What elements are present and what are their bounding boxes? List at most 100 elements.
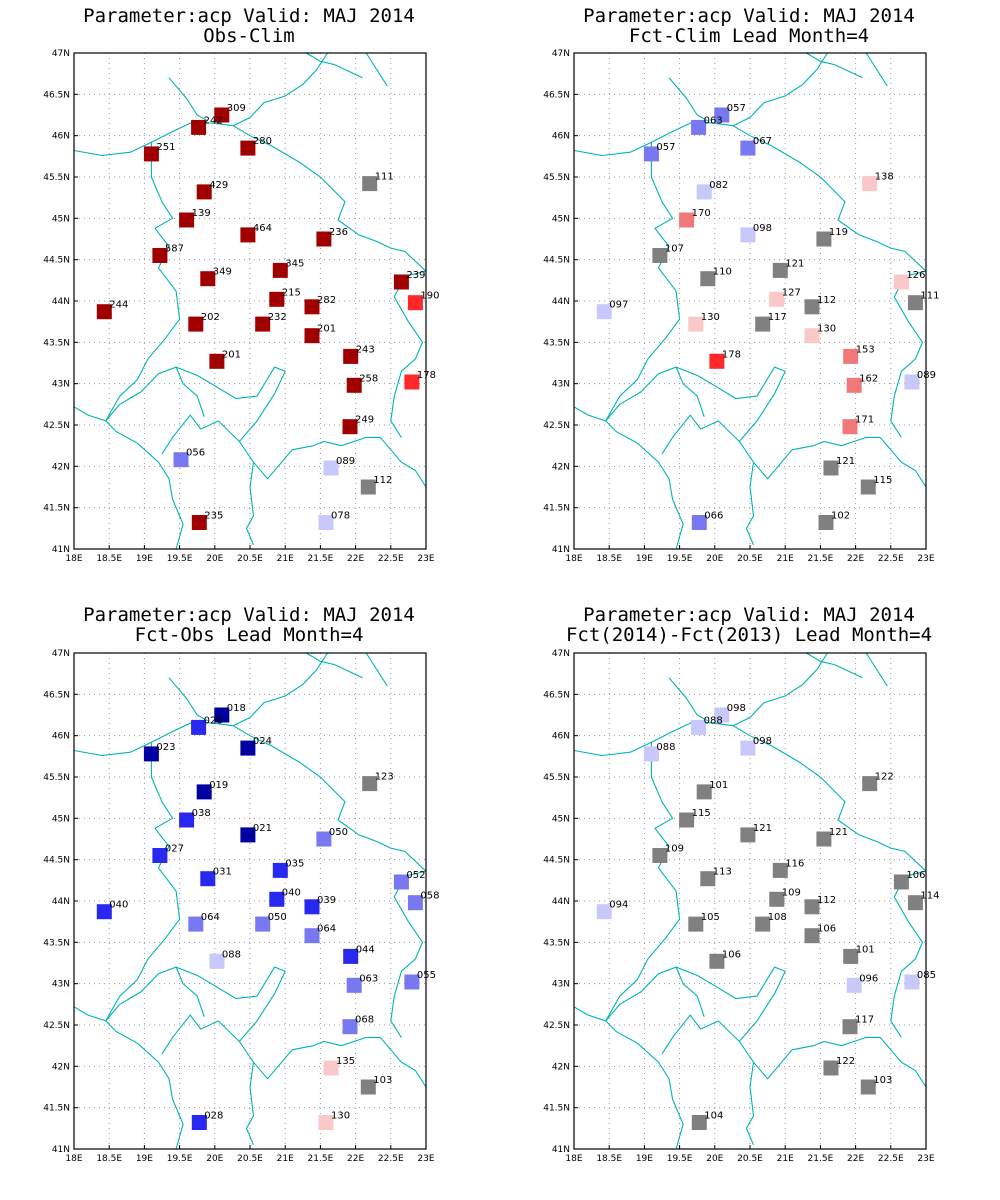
y-tick-label: 42N bbox=[52, 462, 70, 472]
station-value-label: 107 bbox=[665, 244, 684, 255]
y-tick-label: 41.5N bbox=[43, 504, 70, 514]
station-value-label: 123 bbox=[375, 772, 394, 783]
x-tick-label: 21.5E bbox=[308, 1154, 334, 1164]
border-line bbox=[865, 52, 888, 87]
station-marker bbox=[679, 212, 695, 228]
x-tick-label: 19.5E bbox=[167, 1154, 193, 1164]
station-marker bbox=[700, 271, 716, 287]
panel-subtitle: Fct-Clim Lead Month=4 bbox=[629, 25, 869, 47]
x-tick-label: 22E bbox=[847, 554, 864, 564]
y-tick-label: 46N bbox=[52, 732, 70, 742]
station-value-label: 097 bbox=[609, 300, 628, 311]
border-line bbox=[732, 652, 828, 727]
station-marker bbox=[652, 848, 668, 863]
station-value-label: 026 bbox=[204, 715, 223, 726]
y-tick-label: 45N bbox=[52, 814, 70, 824]
station-marker bbox=[173, 452, 189, 468]
y-tick-label: 44.5N bbox=[543, 256, 570, 266]
station-marker bbox=[691, 719, 707, 735]
border-line bbox=[806, 52, 863, 79]
y-tick-label: 47N bbox=[552, 649, 570, 659]
y-tick-label: 43N bbox=[552, 980, 570, 990]
station-marker bbox=[740, 827, 756, 843]
y-tick-label: 42N bbox=[52, 1062, 70, 1072]
panel-fct-obs: Parameter:acp Valid: MAJ 2014 Fct-Obs Le… bbox=[43, 604, 439, 1164]
station-value-label: 088 bbox=[656, 742, 675, 753]
panel-fct-clim: Parameter:acp Valid: MAJ 2014 Fct-Clim L… bbox=[543, 5, 939, 564]
station-marker bbox=[643, 146, 659, 162]
station-value-label: 190 bbox=[420, 291, 439, 302]
station-value-label: 236 bbox=[329, 227, 348, 238]
panel-title: Parameter:acp Valid: MAJ 2014 bbox=[83, 5, 415, 27]
station-value-label: 052 bbox=[406, 870, 425, 881]
station-marker bbox=[804, 928, 820, 944]
station-value-label: 050 bbox=[329, 827, 348, 838]
station-value-label: 215 bbox=[282, 287, 301, 298]
y-tick-label: 43N bbox=[52, 980, 70, 990]
x-tick-label: 18.5E bbox=[96, 1154, 122, 1164]
station-value-label: 115 bbox=[873, 475, 892, 486]
y-tick-label: 46N bbox=[52, 132, 70, 142]
station-marker bbox=[404, 974, 420, 990]
border-line bbox=[806, 652, 863, 679]
station-marker bbox=[691, 515, 707, 530]
station-marker bbox=[846, 977, 862, 993]
station-value-label: 122 bbox=[875, 772, 894, 783]
station-value-label: 096 bbox=[859, 973, 878, 984]
border-line bbox=[865, 652, 888, 687]
station-value-label: 109 bbox=[665, 844, 684, 855]
x-tick-label: 22E bbox=[347, 554, 364, 564]
station-value-label: 171 bbox=[855, 415, 874, 426]
x-tick-label: 19.5E bbox=[667, 554, 693, 564]
station-marker bbox=[240, 740, 256, 756]
border-line bbox=[605, 742, 681, 1022]
station-value-label: 106 bbox=[817, 924, 836, 935]
x-tick-label: 20.5E bbox=[237, 1154, 263, 1164]
station-marker bbox=[755, 916, 771, 932]
station-value-label: 101 bbox=[709, 780, 728, 791]
station-marker bbox=[688, 316, 704, 332]
y-tick-label: 41.5N bbox=[543, 504, 570, 514]
station-marker bbox=[816, 831, 832, 847]
station-marker bbox=[846, 377, 862, 393]
station-value-label: 103 bbox=[373, 1075, 392, 1086]
border-line bbox=[245, 462, 255, 546]
station-marker bbox=[643, 746, 659, 762]
station-value-label: 040 bbox=[282, 887, 301, 898]
panel-title: Parameter:acp Valid: MAJ 2014 bbox=[583, 5, 915, 27]
station-value-label: 429 bbox=[209, 180, 228, 191]
station-value-label: 103 bbox=[873, 1075, 892, 1086]
station-marker bbox=[96, 904, 112, 920]
y-tick-label: 47N bbox=[52, 649, 70, 659]
border-line bbox=[738, 1036, 927, 1088]
station-marker bbox=[696, 784, 712, 800]
border-line bbox=[175, 366, 205, 417]
border-line bbox=[668, 677, 709, 722]
station-value-label: 119 bbox=[829, 227, 848, 238]
station-marker bbox=[769, 291, 785, 307]
station-marker bbox=[652, 248, 668, 263]
station-marker bbox=[823, 460, 839, 476]
station-marker bbox=[346, 977, 362, 993]
border-line bbox=[573, 1006, 684, 1150]
map-grid bbox=[74, 653, 426, 1149]
station-value-label: 035 bbox=[285, 858, 304, 869]
y-tick-label: 42.5N bbox=[43, 421, 70, 431]
station-marker bbox=[269, 291, 285, 307]
y-tick-label: 44N bbox=[52, 297, 70, 307]
station-marker bbox=[700, 871, 716, 887]
border-line bbox=[573, 406, 684, 550]
station-value-label: 117 bbox=[768, 312, 787, 323]
x-tick-label: 19E bbox=[636, 554, 653, 564]
station-marker bbox=[709, 953, 725, 969]
border-line bbox=[168, 677, 209, 722]
station-marker bbox=[804, 899, 820, 915]
station-value-label: 349 bbox=[213, 267, 232, 278]
station-marker bbox=[843, 348, 859, 364]
border-line bbox=[245, 1062, 255, 1146]
station-marker bbox=[179, 812, 195, 828]
station-value-label: 239 bbox=[406, 270, 425, 281]
station-marker bbox=[96, 304, 112, 320]
y-tick-label: 41N bbox=[52, 1145, 70, 1155]
station-value-label: 088 bbox=[222, 949, 241, 960]
